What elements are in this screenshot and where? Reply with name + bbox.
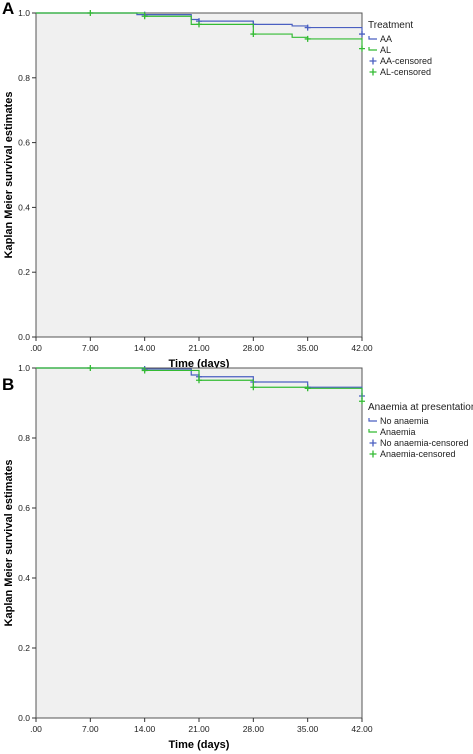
- x-tick-label: 35.00: [297, 724, 319, 734]
- x-tick-label: 42.00: [351, 343, 373, 353]
- x-tick-label: 42.00: [351, 724, 373, 734]
- legend-item-label: AL: [380, 45, 391, 55]
- censor-mark: [250, 384, 257, 391]
- censor-mark: [304, 385, 311, 392]
- legend-item-label: AA: [380, 34, 392, 44]
- censor-mark: [304, 35, 311, 42]
- censor-mark: [141, 367, 148, 374]
- censor-mark: [196, 377, 202, 384]
- legend-line-swatch: [368, 36, 377, 40]
- y-tick-label: 0.6: [18, 503, 30, 513]
- chart-panel-a: A0.00.20.40.60.81.0.00 7.00 14.00 21.00 28.0…: [2, 0, 432, 370]
- plot-area: [35, 367, 363, 719]
- censor-mark: [359, 31, 365, 38]
- legend-item-label: No anaemia: [380, 416, 429, 426]
- chart-panel-b: B 0.0 0.2 0.4 0.6 0.8 1.0 .00 7.00 14.00 21.00 28.0…: [2, 363, 473, 751]
- x-tick-label: 35.00: [297, 343, 319, 353]
- censor-mark: [87, 10, 94, 16]
- y-tick-label: 0.4: [18, 573, 30, 583]
- legend-item-label: AA-censored: [380, 56, 432, 66]
- legend-item-label: Anaemia-censored: [380, 449, 456, 459]
- y-tick-label: 0.0: [18, 332, 30, 342]
- y-tick-label: 0.2: [18, 267, 30, 277]
- legend-item-label: AL-censored: [380, 67, 431, 77]
- y-tick-label: 0.2: [18, 643, 30, 653]
- x-tick-label: 14.00: [134, 343, 156, 353]
- km-curve-anaemia: [36, 367, 363, 402]
- censor-mark: [196, 21, 202, 28]
- legend-title: Anaemia at presentation: [368, 402, 473, 413]
- legend-item-label: No anaemia-censored: [380, 438, 469, 448]
- censor-mark: [87, 365, 94, 371]
- legend-title: Treatment: [368, 20, 413, 31]
- censor-mark: [359, 398, 365, 405]
- plot-area: [35, 12, 363, 338]
- legend-censor-swatch: [369, 68, 377, 76]
- x-tick-label: 7.00: [82, 724, 99, 734]
- legend-line-swatch: [368, 418, 377, 422]
- censor-mark: [359, 45, 365, 52]
- legend-item-label: Anaemia: [380, 427, 416, 437]
- y-tick-label: 1.0: [18, 363, 30, 373]
- x-tick-label: 21.00: [188, 343, 210, 353]
- y-axis-label: Kaplan Meier survival estimates: [3, 92, 15, 259]
- legend-censor-swatch: [369, 439, 377, 447]
- x-tick-label: 14.00: [134, 724, 156, 734]
- y-tick-label: 0.4: [18, 202, 30, 212]
- censor-mark: [250, 31, 257, 38]
- x-tick-label: 21.00: [188, 724, 210, 734]
- x-tick-label: .00: [30, 343, 42, 353]
- y-tick-label: 1.0: [18, 8, 30, 18]
- y-axis-label: Kaplan Meier survival estimates: [3, 460, 15, 627]
- x-axis-label: Time (days): [169, 739, 230, 751]
- y-tick-label: 0.0: [18, 713, 30, 723]
- panel-label: B: [2, 375, 14, 394]
- y-tick-label: 0.8: [18, 433, 30, 443]
- legend-censor-swatch: [369, 450, 377, 458]
- y-tick-label: 0.6: [18, 138, 30, 148]
- censor-mark: [304, 24, 311, 31]
- censor-mark: [141, 13, 148, 20]
- legend-line-swatch: [368, 429, 377, 433]
- x-tick-label: 7.00: [82, 343, 99, 353]
- legend-line-swatch: [368, 47, 377, 51]
- y-tick-label: 0.8: [18, 73, 30, 83]
- x-tick-label: .00: [30, 724, 42, 734]
- x-tick-label: 28.00: [243, 343, 265, 353]
- x-tick-label: 28.00: [243, 724, 265, 734]
- x-axis-label: Time (days): [169, 358, 230, 370]
- panel-label: A: [2, 0, 14, 18]
- legend-censor-swatch: [369, 57, 377, 65]
